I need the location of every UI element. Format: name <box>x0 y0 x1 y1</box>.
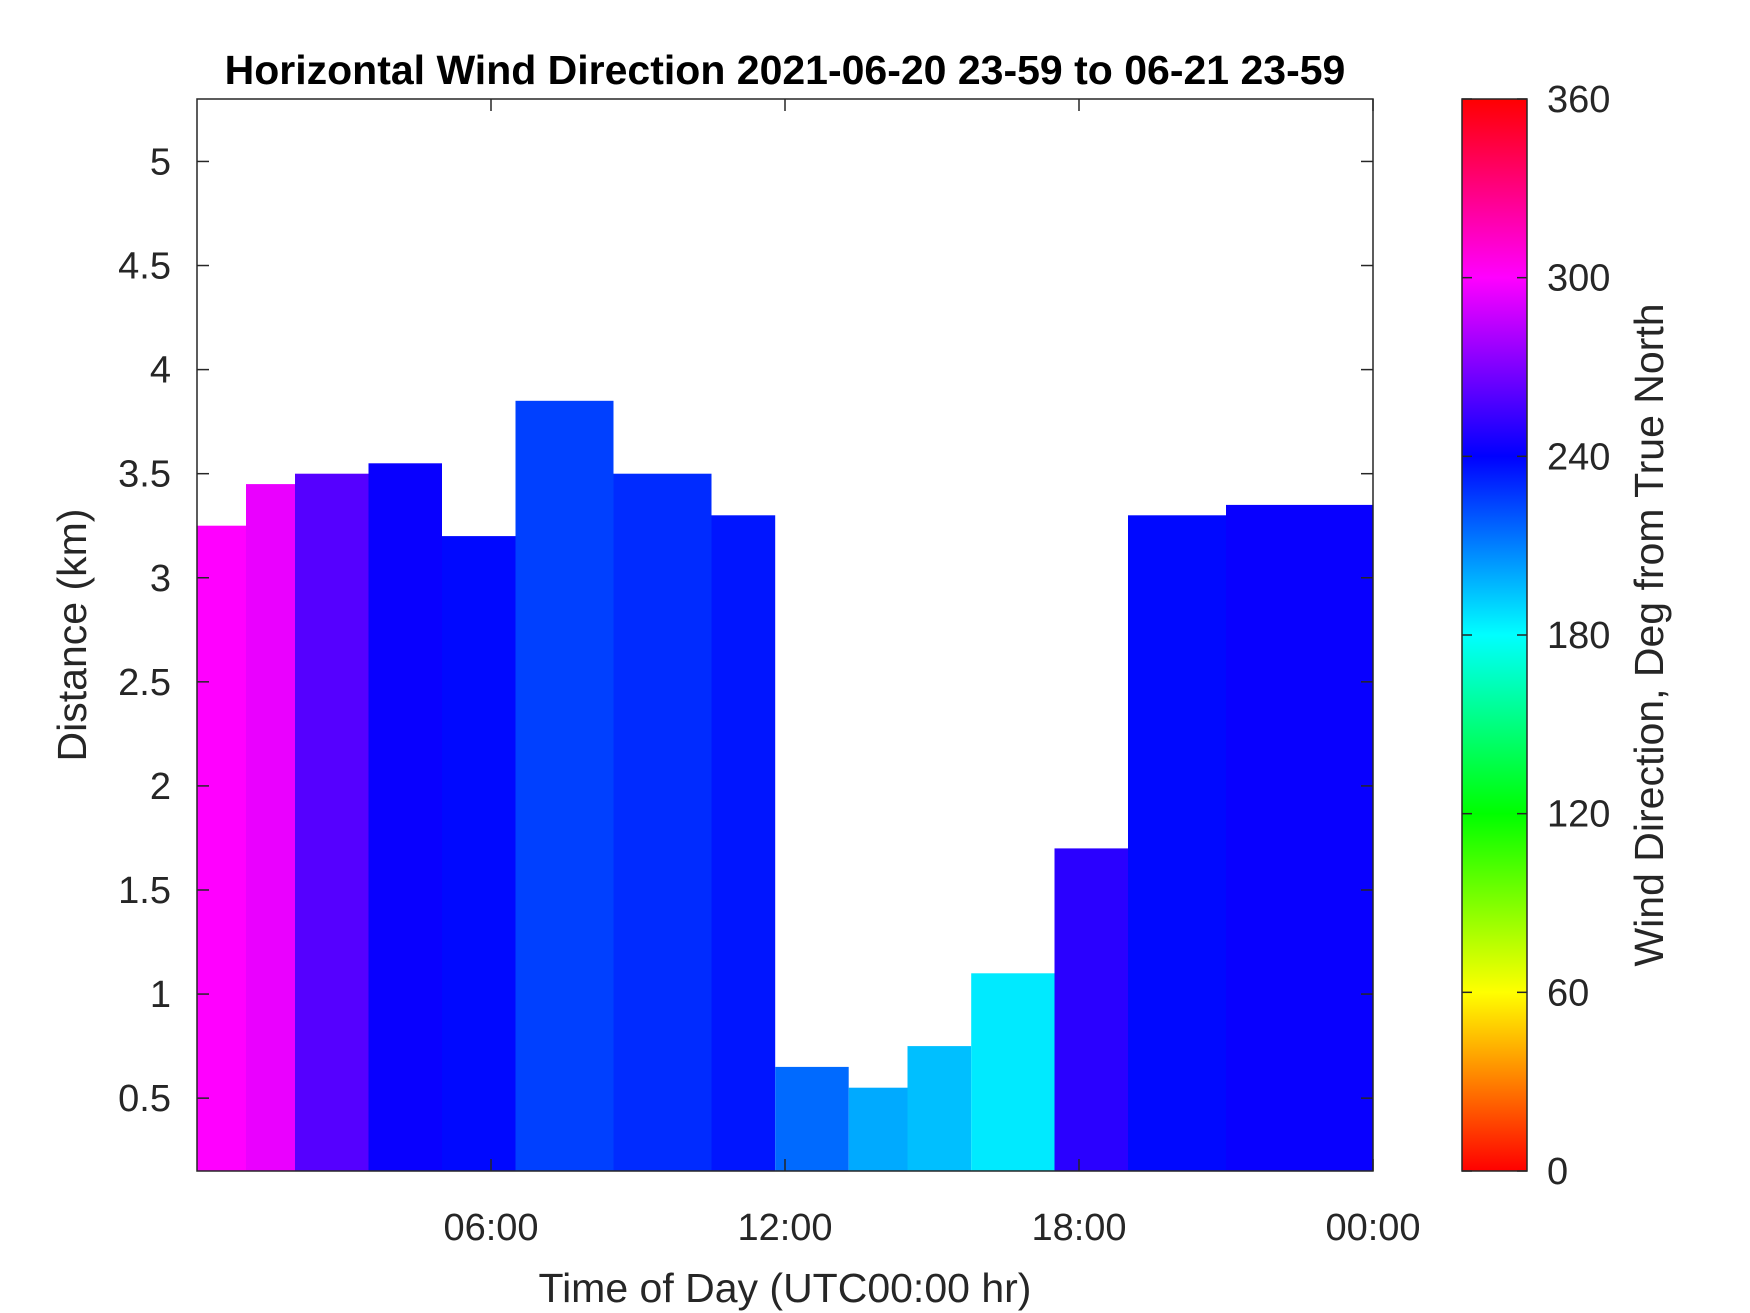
y-tick-label: 4.5 <box>118 246 171 288</box>
heatmap-region <box>711 515 776 1171</box>
heatmap-region <box>1128 515 1226 1171</box>
x-tick-label: 06:00 <box>443 1207 538 1249</box>
y-tick-label: 1 <box>150 974 171 1016</box>
y-axis: 0.5 1 1.5 2 2.5 3 3.5 4 4.5 5 <box>118 141 1373 1120</box>
colorbar-tick-label: 240 <box>1547 436 1610 478</box>
y-tick-label: 5 <box>150 141 171 183</box>
colorbar-tick-label: 300 <box>1547 258 1610 300</box>
colorbar-tick-label: 0 <box>1547 1151 1568 1193</box>
x-tick-label: 18:00 <box>1031 1207 1126 1249</box>
y-tick-label: 2 <box>150 766 171 808</box>
y-axis-label: Distance (km) <box>49 509 95 762</box>
heatmap-region <box>442 536 516 1171</box>
colorbar-tick-label: 120 <box>1547 794 1610 836</box>
y-tick-label: 4 <box>150 350 171 392</box>
y-tick-label: 3 <box>150 558 171 600</box>
x-tick-label: 12:00 <box>737 1207 832 1249</box>
heatmap-region <box>197 525 246 1171</box>
heatmap-region <box>775 1066 849 1171</box>
heatmap <box>197 400 1373 1171</box>
heatmap-region <box>971 973 1055 1171</box>
colorbar-label: Wind Direction, Deg from True North <box>1626 303 1672 966</box>
heatmap-region <box>907 1046 972 1171</box>
heatmap-region <box>295 473 369 1171</box>
y-tick-label: 0.5 <box>118 1078 171 1120</box>
heatmap-region <box>613 473 712 1171</box>
colorbar-axis: 0 60 120 180 240 300 360 <box>1462 79 1610 1193</box>
x-axis-label: Time of Day (UTC00:00 hr) <box>539 1265 1032 1311</box>
heatmap-region <box>848 1087 908 1171</box>
y-tick-label: 2.5 <box>118 662 171 704</box>
colorbar-tick-label: 360 <box>1547 79 1610 121</box>
heatmap-region <box>1226 504 1373 1171</box>
heatmap-region <box>1054 848 1128 1171</box>
chart-title: Horizontal Wind Direction 2021-06-20 23-… <box>225 47 1346 93</box>
heatmap-region <box>515 400 614 1171</box>
colorbar-tick-label: 180 <box>1547 615 1610 657</box>
heatmap-region <box>368 463 442 1171</box>
y-tick-label: 1.5 <box>118 870 171 912</box>
colorbar-tick-label: 60 <box>1547 972 1589 1014</box>
heatmap-region <box>246 484 295 1171</box>
x-axis: 06:00 12:00 18:00 00:00 <box>443 99 1421 1249</box>
x-tick-label: 00:00 <box>1325 1207 1420 1249</box>
y-tick-label: 3.5 <box>118 454 171 496</box>
